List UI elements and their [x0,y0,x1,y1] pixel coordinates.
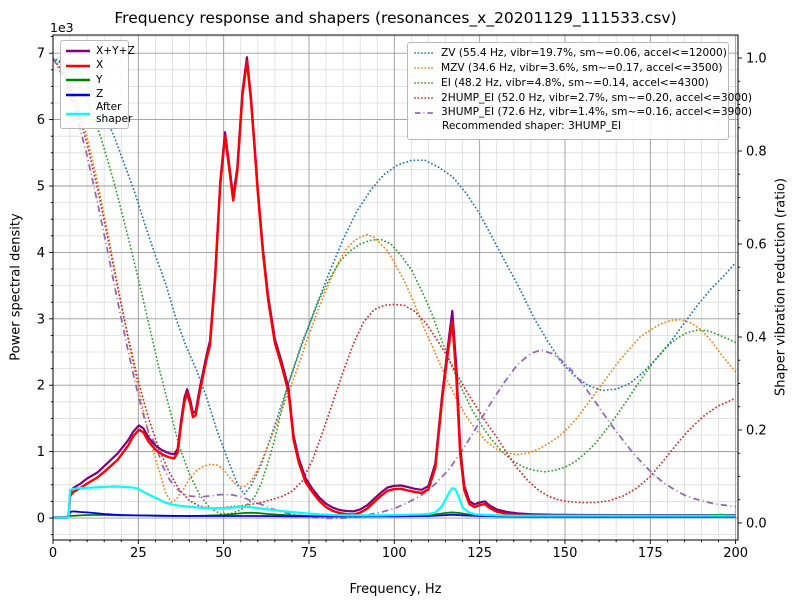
y-right-tick-label: 0.4 [746,330,767,345]
series-line-MZV [53,57,737,503]
legend-item-label: Y [96,73,103,86]
legend-item-2HUMP-EI: 2HUMP_EI (52.0 Hz, vibr=2.7%, sm~=0.20, … [414,91,752,106]
dotted-line-swatch-icon [414,82,436,85]
series-line-After-shaper [53,485,736,519]
y-right-tick-label: 0.8 [746,145,767,160]
solid-line-swatch-icon [66,79,90,82]
series-line-X [53,60,736,519]
legend-item-label: ZV (55.4 Hz, vibr=19.7%, sm~=0.06, accel… [441,46,727,59]
legend-item-X-Y-Z: X+Y+Z [65,44,135,59]
legend-item-label: MZV (34.6 Hz, vibr=3.6%, sm~=0.17, accel… [441,61,723,74]
recommended-shaper-note: Recommended shaper: 3HUMP_EI [442,120,622,133]
y-left-tick-label: 2 [37,379,45,394]
legend-item-After-shaper: After shaper [65,102,132,125]
legend-item-label: 3HUMP_EI (72.6 Hz, vibr=1.4%, sm~=0.16, … [441,106,752,119]
x-axis-label: Frequency, Hz [349,582,442,597]
x-tick-label: 125 [467,546,492,561]
x-tick-label: 100 [382,546,407,561]
y-right-tick-label: 0.6 [746,238,767,253]
y-left-tick-label: 4 [37,246,45,261]
solid-line-swatch-icon [66,64,90,68]
legend-shapers-items: ZV (55.4 Hz, vibr=19.7%, sm~=0.06, accel… [414,46,752,121]
legend-psd: X+Y+Z X Y Z After shaper [60,40,135,130]
legend-item-label: 2HUMP_EI (52.0 Hz, vibr=2.7%, sm~=0.20, … [441,91,752,104]
legend-item-label: X+Y+Z [96,44,135,57]
y-axis-offset-text: 1e3 [50,20,74,35]
legend-item-MZV: MZV (34.6 Hz, vibr=3.6%, sm~=0.17, accel… [414,61,723,76]
y-axis-left-label: Power spectral density [8,213,24,361]
series-line-EI [53,57,737,515]
dashdot-line-swatch-icon [415,112,435,114]
legend-item-label: Z [96,88,104,101]
dotted-line-swatch-icon [414,97,436,100]
legend-item-Z: Z [65,88,124,103]
y-right-tick-label: 0.2 [746,423,767,438]
legend-item-EI: EI (48.2 Hz, vibr=4.8%, sm~=0.14, accel<… [414,76,722,91]
x-tick-label: 50 [215,546,232,561]
series-line-ZV [53,57,737,496]
dotted-line-swatch-icon [414,52,436,55]
x-tick-label: 175 [638,546,663,561]
chart-title: Frequency response and shapers (resonanc… [114,9,677,27]
y-right-tick-label: 0.0 [746,516,767,531]
y-left-tick-label: 0 [37,512,45,527]
legend-item-X: X [65,59,124,74]
legend-item-3HUMP-EI: 3HUMP_EI (72.6 Hz, vibr=1.4%, sm~=0.16, … [414,106,752,121]
x-tick-label: 0 [49,546,57,561]
y-axis-right-label: Shaper vibration reduction (ratio) [773,178,789,396]
series-line-Z [53,510,736,519]
y-left-tick-label: 7 [37,47,45,62]
legend-item-ZV: ZV (55.4 Hz, vibr=19.7%, sm~=0.06, accel… [414,46,727,61]
solid-line-swatch-icon [66,49,90,53]
solid-line-swatch-icon [66,112,90,116]
solid-line-swatch-icon [66,93,90,97]
y-left-tick-label: 5 [37,180,45,195]
y-left-tick-label: 1 [37,445,45,460]
legend-item-Y: Y [65,73,124,88]
x-tick-label: 150 [553,546,578,561]
legend-item-label: EI (48.2 Hz, vibr=4.8%, sm~=0.14, accel<… [441,76,709,89]
x-tick-label: 25 [130,546,147,561]
series-line-3HUMP-EI [53,57,736,520]
x-tick-label: 75 [301,546,318,561]
y-left-tick-label: 6 [37,113,45,128]
y-right-tick-label: 1.0 [746,52,767,67]
x-tick-label: 200 [723,546,748,561]
y-left-tick-label: 3 [37,312,45,327]
dotted-line-swatch-icon [414,67,436,70]
legend-shapers: ZV (55.4 Hz, vibr=19.7%, sm~=0.06, accel… [407,42,752,141]
legend-item-label: X [96,59,104,72]
legend-item-label: After shaper [96,101,133,125]
series-line-2HUMP-EI [53,57,737,509]
